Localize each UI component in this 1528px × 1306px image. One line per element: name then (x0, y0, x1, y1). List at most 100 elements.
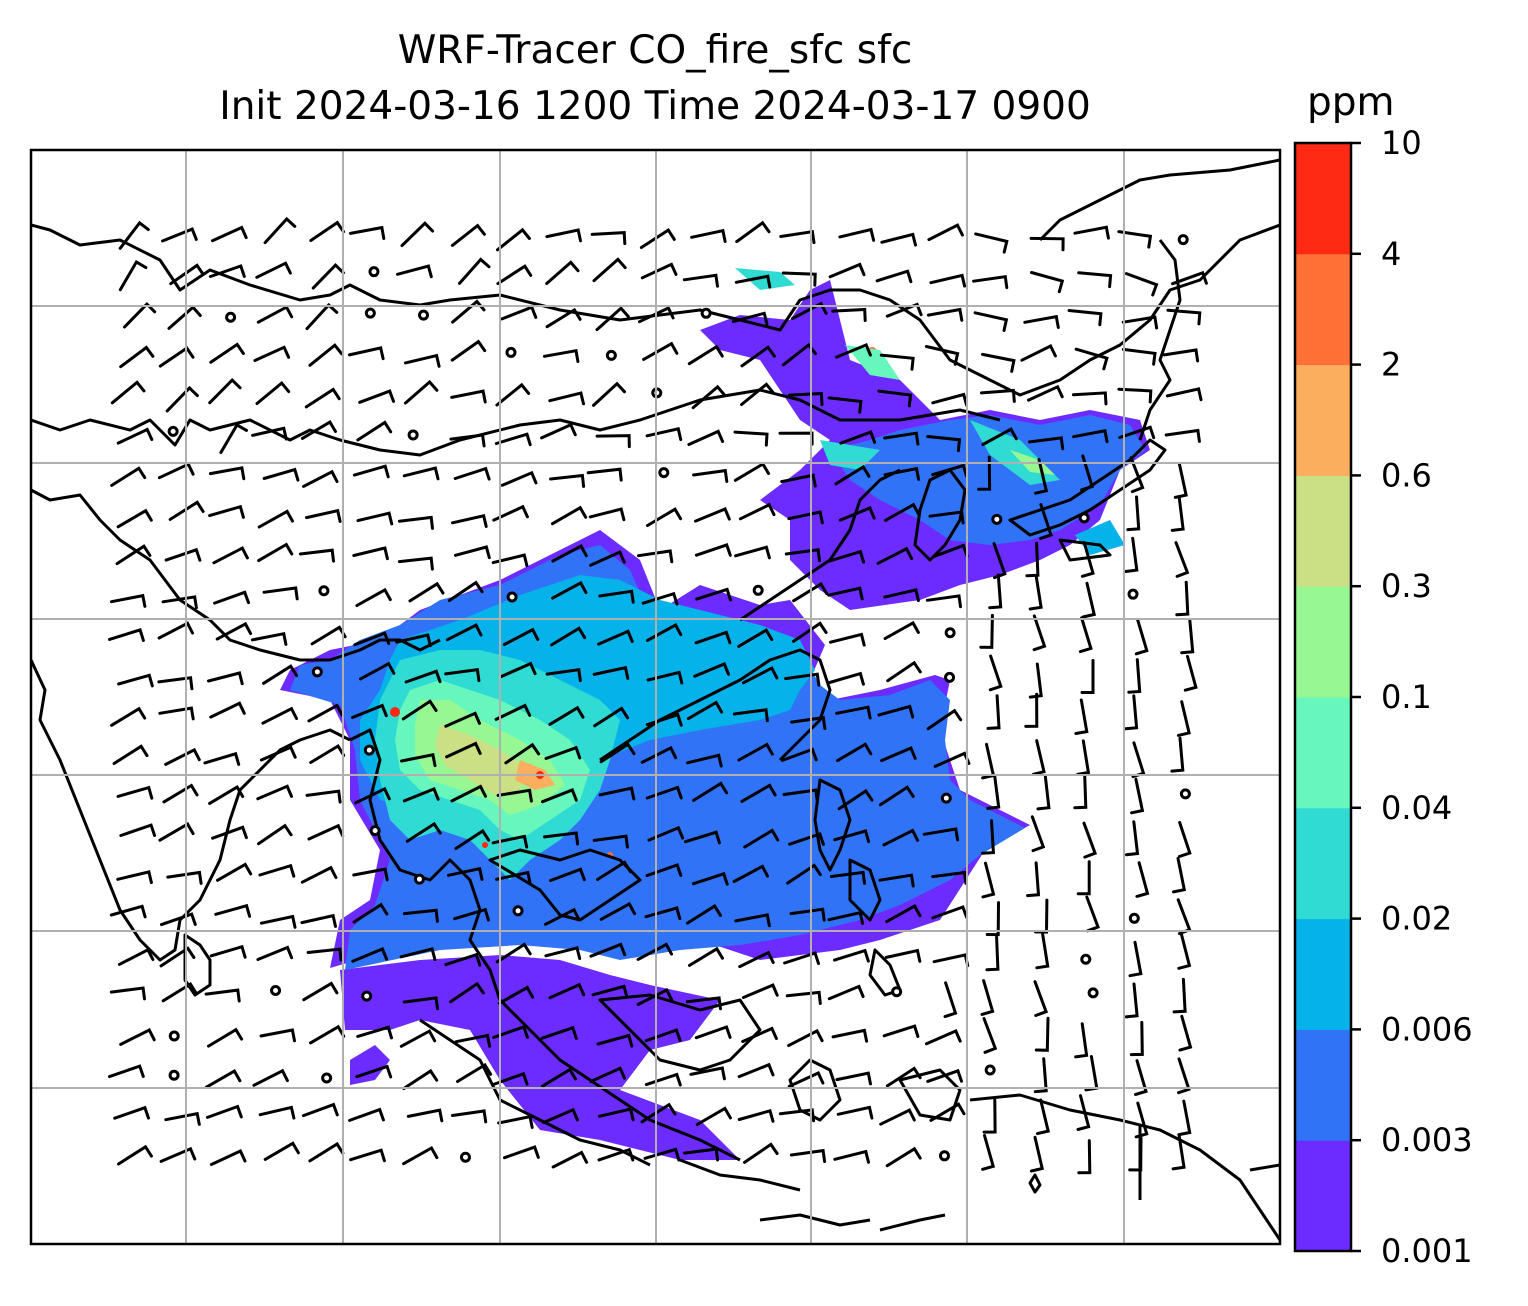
wind-barb (1080, 659, 1095, 694)
calm-marker (167, 425, 179, 437)
wind-barb (684, 830, 721, 845)
wind-barb (1073, 773, 1088, 810)
wind-barb (599, 901, 637, 921)
calm-marker (270, 985, 282, 997)
wind-barb (1127, 658, 1142, 694)
wind-barb (1028, 436, 1065, 451)
wind-barb (1131, 741, 1146, 779)
wind-barb (1177, 933, 1192, 970)
wind-barb (596, 1033, 634, 1048)
wind-barb (109, 593, 147, 608)
wind-barb (1020, 343, 1057, 362)
wind-barb (791, 301, 828, 320)
field-streak (845, 345, 900, 380)
wind-barb (1033, 980, 1049, 1017)
wind-barb (169, 263, 205, 286)
wind-barb (1125, 820, 1140, 857)
wind-barb (1033, 1057, 1048, 1094)
wind-barb (257, 542, 294, 563)
wind-barb (548, 982, 586, 1000)
wind-barb (1076, 1094, 1091, 1131)
wind-barb (885, 302, 923, 318)
wind-barb (116, 508, 153, 529)
wind-barb (694, 630, 732, 645)
wind-barb (1030, 815, 1046, 853)
wind-barb (1080, 541, 1095, 578)
wind-barb (1039, 503, 1053, 540)
wind-barb (929, 1102, 966, 1122)
calm-marker (1177, 234, 1189, 246)
wind-barb (491, 834, 529, 849)
wind-barb (494, 703, 532, 721)
wind-barb (262, 664, 299, 685)
wind-barb (300, 913, 337, 928)
calm-marker (944, 627, 956, 639)
wind-barb (1129, 456, 1145, 494)
wind-barb (740, 382, 775, 406)
wind-barb (451, 514, 488, 528)
wind-barb (157, 621, 194, 640)
wind-barb (1134, 618, 1149, 656)
wind-barb (349, 1148, 386, 1163)
wind-barb (926, 307, 964, 322)
wind-barb (255, 380, 291, 405)
colorbar-tick-label: 2 (1381, 346, 1401, 384)
wind-barb (787, 1028, 824, 1048)
wind-barb (208, 466, 246, 481)
wind-barb (252, 1068, 289, 1087)
wind-barb (166, 870, 203, 885)
wind-barb (589, 1066, 627, 1083)
calm-marker (361, 990, 373, 1002)
chart-title: WRF-Tracer CO_fire_sfc sfc (397, 28, 913, 73)
wind-barb (1171, 270, 1208, 286)
wind-barb (782, 788, 819, 803)
wind-barb (982, 1017, 998, 1054)
wind-barb (406, 1108, 444, 1123)
wind-barb (981, 742, 996, 780)
wind-barb (1124, 694, 1139, 731)
wind-barb (205, 1069, 242, 1089)
wind-barb (829, 870, 866, 885)
field-streak (1075, 520, 1125, 555)
wind-barb (1029, 236, 1065, 252)
wind-barb (737, 1108, 775, 1123)
gridlines (31, 150, 1280, 1244)
wind-barb (827, 396, 863, 414)
field-level-0.3 (435, 725, 530, 795)
calm-marker (1087, 987, 1099, 999)
wind-barb (544, 946, 582, 960)
wind-barb (1072, 429, 1109, 444)
wind-barb (596, 860, 632, 881)
wind-barb (644, 1072, 682, 1087)
map-area (31, 150, 1280, 1244)
wind-barb (451, 299, 486, 324)
wind-barb (540, 422, 577, 440)
wind-barb (885, 1066, 922, 1088)
colorbar-tick-label: 0.006 (1381, 1010, 1473, 1048)
wind-barb (215, 621, 253, 641)
wind-barb (450, 1109, 488, 1124)
wind-barb (1029, 1135, 1044, 1173)
wind-barb (827, 984, 865, 1001)
wind-barb (1078, 616, 1093, 654)
wind-barb (161, 595, 198, 610)
calm-marker (752, 584, 764, 596)
wind-barb (683, 1147, 720, 1162)
wind-barb (253, 345, 291, 362)
wind-barb (213, 590, 250, 605)
wind-barb (931, 392, 969, 407)
wind-barb (157, 676, 194, 691)
wind-barb (686, 753, 723, 768)
wind-barb (639, 228, 676, 249)
wind-barb (211, 225, 248, 243)
wind-barb (837, 788, 874, 811)
wind-barb (646, 507, 683, 527)
wind-barb (780, 747, 818, 762)
wind-barb (980, 388, 1016, 403)
wind-barb (732, 864, 769, 883)
wind-barb (589, 550, 626, 567)
wind-barb (988, 573, 1003, 610)
wind-barb (833, 829, 871, 844)
wind-barb (450, 339, 487, 362)
wind-barb (492, 1024, 529, 1039)
